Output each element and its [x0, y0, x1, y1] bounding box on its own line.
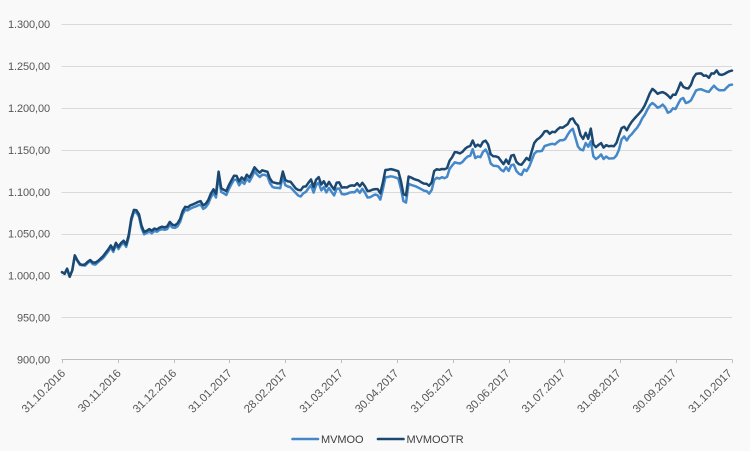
- svg-text:1.100,00: 1.100,00: [8, 187, 50, 199]
- svg-text:1.300,00: 1.300,00: [8, 19, 50, 31]
- svg-text:MVMOOTR: MVMOOTR: [407, 434, 464, 446]
- svg-text:1.050,00: 1.050,00: [8, 229, 50, 241]
- svg-text:1.000,00: 1.000,00: [8, 271, 50, 283]
- svg-text:MVMOO: MVMOO: [321, 434, 364, 446]
- svg-text:1.200,00: 1.200,00: [8, 103, 50, 115]
- svg-text:1.150,00: 1.150,00: [8, 145, 50, 157]
- svg-text:900,00: 900,00: [17, 354, 50, 366]
- svg-text:950,00: 950,00: [17, 313, 50, 325]
- svg-text:1.250,00: 1.250,00: [8, 61, 50, 73]
